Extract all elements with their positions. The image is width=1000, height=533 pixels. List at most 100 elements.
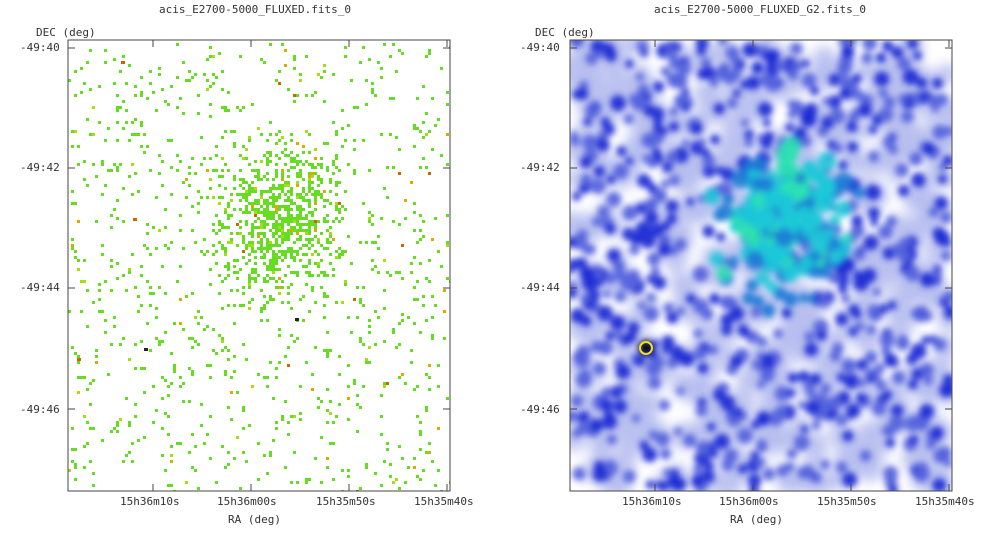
count-pixel xyxy=(188,367,191,370)
count-pixel xyxy=(419,331,422,334)
count-pixel xyxy=(308,184,311,187)
smoothed-core xyxy=(932,478,947,491)
count-pixel xyxy=(281,238,284,241)
count-pixel xyxy=(212,73,215,76)
count-pixel xyxy=(266,265,269,268)
smoothed-core xyxy=(922,142,936,155)
count-pixel xyxy=(110,169,113,172)
count-pixel xyxy=(212,196,215,199)
count-pixel xyxy=(122,100,125,103)
count-pixel xyxy=(314,226,317,229)
count-pixel xyxy=(179,442,182,445)
count-pixel xyxy=(215,145,218,148)
count-pixel xyxy=(308,175,311,178)
count-pixel xyxy=(371,91,374,94)
count-pixel xyxy=(254,268,257,271)
count-pixel xyxy=(281,232,284,235)
count-pixel xyxy=(293,94,296,97)
count-pixel xyxy=(248,286,251,289)
count-pixel xyxy=(275,220,278,223)
count-pixel xyxy=(275,154,278,157)
count-pixel xyxy=(419,262,422,265)
smoothed-core xyxy=(653,81,665,93)
count-pixel xyxy=(431,334,434,337)
count-pixel xyxy=(311,172,314,175)
smoothed-core xyxy=(709,77,719,88)
count-pixel xyxy=(272,235,275,238)
count-pixel xyxy=(287,364,290,367)
smoothed-core xyxy=(836,461,848,474)
count-pixel xyxy=(272,187,275,190)
count-pixel xyxy=(89,88,92,91)
smoothed-core xyxy=(666,311,679,324)
count-pixel xyxy=(134,172,137,175)
count-pixel xyxy=(380,484,383,487)
smoothed-core xyxy=(652,275,667,290)
count-pixel xyxy=(242,181,245,184)
count-pixel xyxy=(419,478,422,481)
count-pixel xyxy=(317,397,320,400)
smoothed-core xyxy=(783,291,798,307)
count-pixel xyxy=(416,415,419,418)
count-pixel xyxy=(122,460,125,463)
count-pixel xyxy=(272,244,275,247)
count-pixel xyxy=(434,217,437,220)
count-pixel xyxy=(281,190,284,193)
count-pixel xyxy=(278,205,281,208)
count-pixel xyxy=(293,160,296,163)
count-pixel xyxy=(296,220,299,223)
smoothed-core xyxy=(583,117,593,127)
count-pixel xyxy=(299,211,302,214)
smoothed-core xyxy=(787,372,799,384)
smoothed-core xyxy=(882,465,899,482)
count-pixel xyxy=(287,232,290,235)
count-pixel xyxy=(317,193,320,196)
count-pixel xyxy=(254,169,257,172)
count-pixel xyxy=(365,361,368,364)
count-pixel xyxy=(182,247,185,250)
count-pixel xyxy=(242,427,245,430)
smoothed-halo xyxy=(802,431,829,458)
smoothed-core xyxy=(614,290,627,303)
count-pixel xyxy=(227,268,230,271)
smoothed-core xyxy=(652,123,663,134)
count-pixel xyxy=(257,235,260,238)
count-pixel xyxy=(269,43,272,46)
smoothed-core xyxy=(635,221,651,237)
smoothed-core xyxy=(896,337,910,351)
count-pixel xyxy=(293,256,296,259)
count-pixel xyxy=(296,184,299,187)
count-pixel xyxy=(191,370,194,373)
count-pixel xyxy=(245,181,248,184)
count-pixel xyxy=(239,199,242,202)
count-pixel xyxy=(251,244,254,247)
count-pixel xyxy=(446,91,449,94)
count-pixel xyxy=(212,229,215,232)
count-pixel xyxy=(233,259,236,262)
count-pixel xyxy=(266,211,269,214)
count-pixel xyxy=(173,367,176,370)
count-pixel xyxy=(263,235,266,238)
smoothed-core xyxy=(615,364,631,380)
count-pixel xyxy=(116,424,119,427)
count-pixel xyxy=(392,166,395,169)
count-pixel xyxy=(335,184,338,187)
count-pixel xyxy=(326,352,329,355)
count-pixel xyxy=(107,127,110,130)
count-pixel xyxy=(260,190,263,193)
smoothed-core xyxy=(584,103,600,119)
smoothed-core xyxy=(885,215,898,227)
smoothed-core xyxy=(761,353,775,367)
smoothed-core xyxy=(897,184,910,197)
smoothed-core xyxy=(581,134,598,151)
count-pixel xyxy=(293,157,296,160)
count-pixel xyxy=(302,163,305,166)
smoothed-core xyxy=(603,411,615,422)
smoothed-core xyxy=(709,134,721,145)
smoothed-core xyxy=(570,395,584,408)
count-pixel xyxy=(260,250,263,253)
count-pixel xyxy=(158,343,161,346)
smoothed-core xyxy=(919,272,935,288)
smoothed-cluster xyxy=(716,265,732,281)
count-pixel xyxy=(263,175,266,178)
